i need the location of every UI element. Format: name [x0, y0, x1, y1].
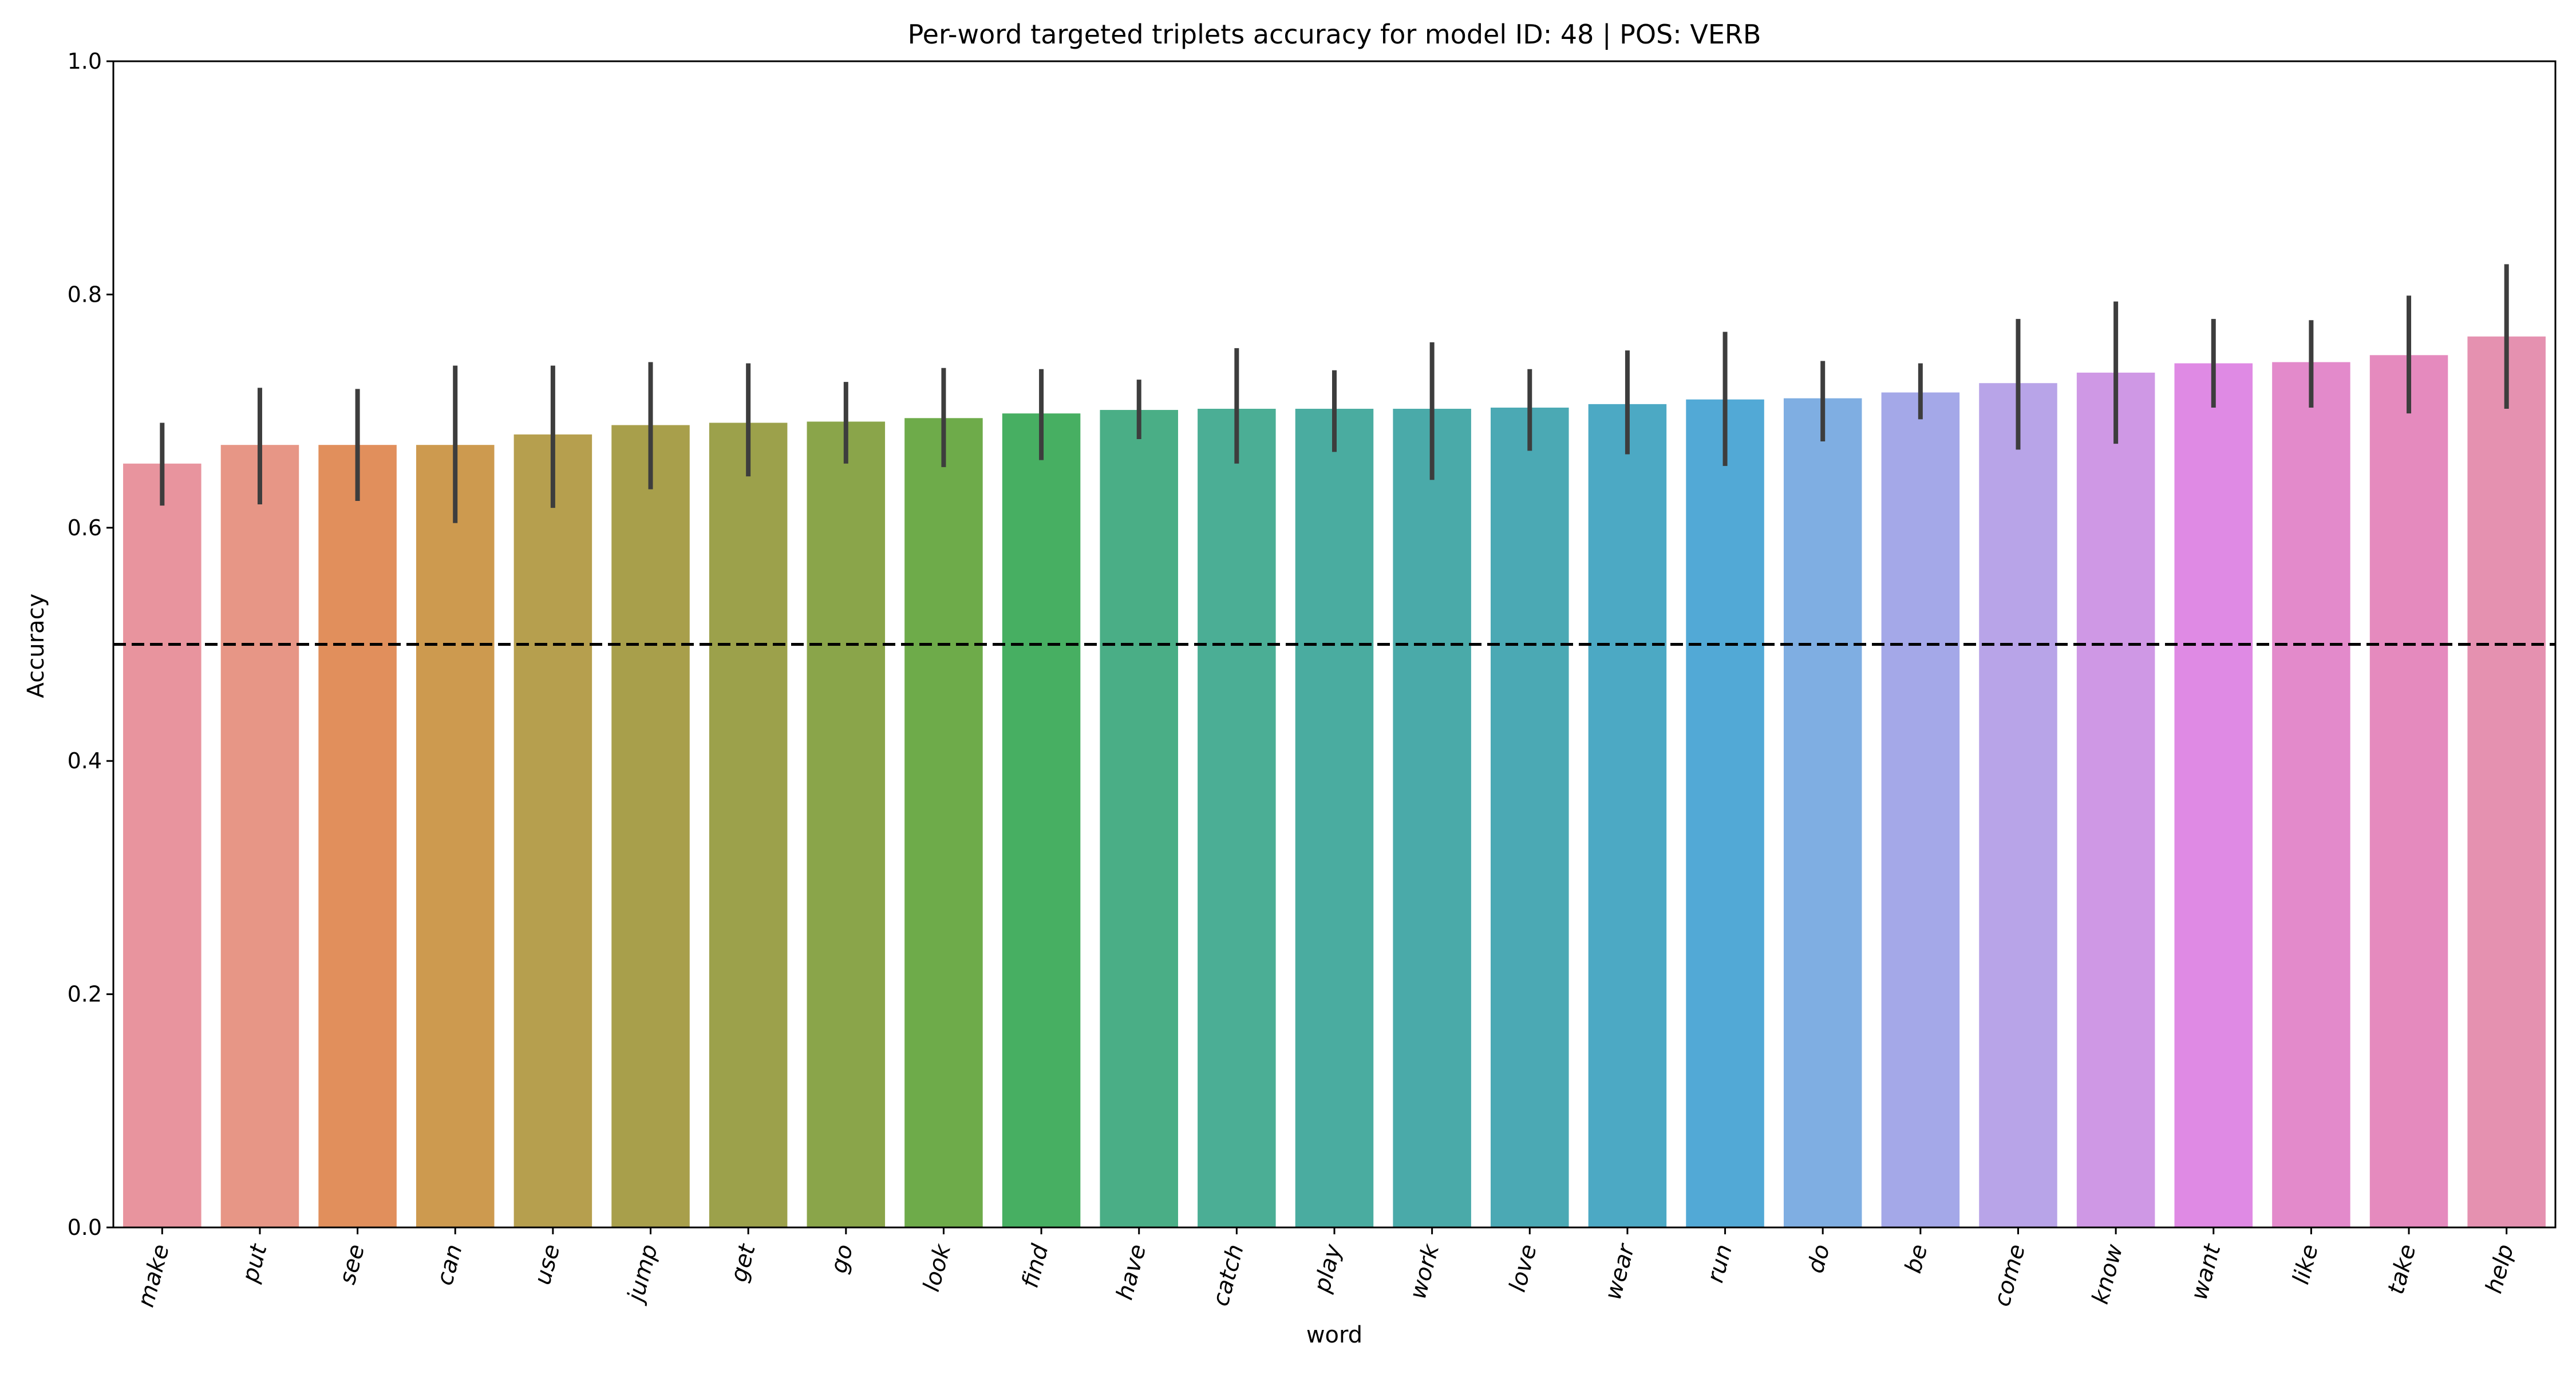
x-tick-label-wear: wear: [1600, 1240, 1641, 1302]
error-bars: [160, 264, 2509, 523]
bar-jump: [611, 425, 690, 1228]
chart-title: Per-word targeted triplets accuracy for …: [908, 19, 1761, 50]
y-axis-label: Accuracy: [23, 594, 49, 698]
x-tick-label-find: find: [1017, 1241, 1053, 1290]
bar-work: [1393, 409, 1471, 1227]
x-tick-label-have: have: [1112, 1242, 1152, 1303]
bar-go: [807, 421, 886, 1227]
x-tick-label-help: help: [2481, 1242, 2519, 1296]
bar-look: [904, 418, 983, 1227]
x-tick-label-go: go: [825, 1242, 858, 1276]
bar-want: [2174, 363, 2253, 1227]
x-tick-label-jump: jump: [622, 1242, 663, 1307]
x-tick-label-play: play: [1309, 1241, 1347, 1296]
x-tick-label-run: run: [1702, 1242, 1737, 1286]
bar-use: [513, 434, 592, 1227]
x-tick-label-love: love: [1504, 1242, 1542, 1295]
bar-do: [1783, 398, 1862, 1227]
x-tick-label-can: can: [432, 1242, 468, 1288]
bar-put: [220, 445, 299, 1227]
x-tick-label-work: work: [1405, 1241, 1445, 1302]
bars: [123, 336, 2546, 1228]
x-tick-label-be: be: [1900, 1242, 1933, 1276]
bar-know: [2076, 372, 2155, 1227]
bar-make: [123, 463, 202, 1227]
x-tick-label-want: want: [2186, 1241, 2226, 1302]
x-tick-label-know: know: [2087, 1241, 2128, 1306]
bar-like: [2272, 362, 2350, 1227]
bar-can: [416, 445, 495, 1227]
bar-see: [318, 445, 397, 1227]
x-axis-label: word: [1306, 1322, 1362, 1348]
x-tick-label-come: come: [1989, 1242, 2030, 1309]
bar-wear: [1588, 404, 1667, 1228]
bar-have: [1100, 410, 1178, 1227]
x-tick-label-get: get: [725, 1241, 761, 1285]
y-tick-label: 0.4: [68, 748, 102, 773]
x-tick-label-like: like: [2288, 1242, 2324, 1288]
bar-help: [2467, 336, 2546, 1228]
y-tick-label: 1.0: [68, 49, 102, 74]
y-tick-label: 0.0: [68, 1215, 102, 1240]
bar-play: [1295, 409, 1374, 1227]
bar-take: [2369, 355, 2448, 1227]
bar-find: [1002, 413, 1081, 1227]
bar-run: [1686, 399, 1764, 1227]
x-tick-label-put: put: [237, 1241, 272, 1285]
x-tick-label-catch: catch: [1207, 1242, 1249, 1309]
y-axis: 0.0 0.2 0.4 0.6 0.8 1.0: [68, 49, 113, 1240]
bar-be: [1881, 392, 1960, 1227]
y-tick-label: 0.6: [68, 515, 102, 540]
x-tick-label-see: see: [334, 1242, 370, 1288]
bar-come: [1979, 383, 2057, 1228]
x-tick-label-do: do: [1803, 1242, 1835, 1276]
x-tick-label-look: look: [918, 1241, 956, 1294]
bar-love: [1491, 407, 1569, 1227]
bar-catch: [1198, 409, 1276, 1227]
y-tick-label: 0.8: [68, 282, 102, 307]
x-axis: make put see can use jump get go look find have cat…: [133, 1227, 2519, 1310]
x-tick-label-make: make: [133, 1242, 175, 1310]
x-tick-label-take: take: [2383, 1242, 2421, 1297]
y-tick-label: 0.2: [68, 982, 102, 1007]
bar-get: [709, 423, 788, 1227]
x-tick-label-use: use: [530, 1242, 566, 1288]
